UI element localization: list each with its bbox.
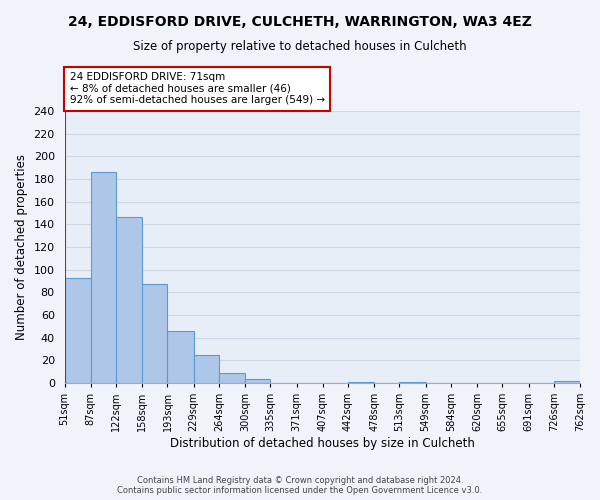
- Text: 24, EDDISFORD DRIVE, CULCHETH, WARRINGTON, WA3 4EZ: 24, EDDISFORD DRIVE, CULCHETH, WARRINGTO…: [68, 15, 532, 29]
- Bar: [116, 218, 142, 383]
- Bar: [194, 354, 219, 383]
- Text: Size of property relative to detached houses in Culcheth: Size of property relative to detached ho…: [133, 40, 467, 53]
- Bar: [245, 378, 271, 383]
- Bar: [554, 381, 580, 383]
- Y-axis label: Number of detached properties: Number of detached properties: [15, 154, 28, 340]
- Bar: [65, 278, 91, 383]
- Text: 24 EDDISFORD DRIVE: 71sqm
← 8% of detached houses are smaller (46)
92% of semi-d: 24 EDDISFORD DRIVE: 71sqm ← 8% of detach…: [70, 72, 325, 106]
- Text: Contains HM Land Registry data © Crown copyright and database right 2024.
Contai: Contains HM Land Registry data © Crown c…: [118, 476, 482, 495]
- Bar: [142, 284, 167, 383]
- Bar: [348, 382, 374, 383]
- Bar: [91, 172, 116, 383]
- Bar: [219, 373, 245, 383]
- X-axis label: Distribution of detached houses by size in Culcheth: Distribution of detached houses by size …: [170, 437, 475, 450]
- Bar: [167, 331, 194, 383]
- Bar: [400, 382, 425, 383]
